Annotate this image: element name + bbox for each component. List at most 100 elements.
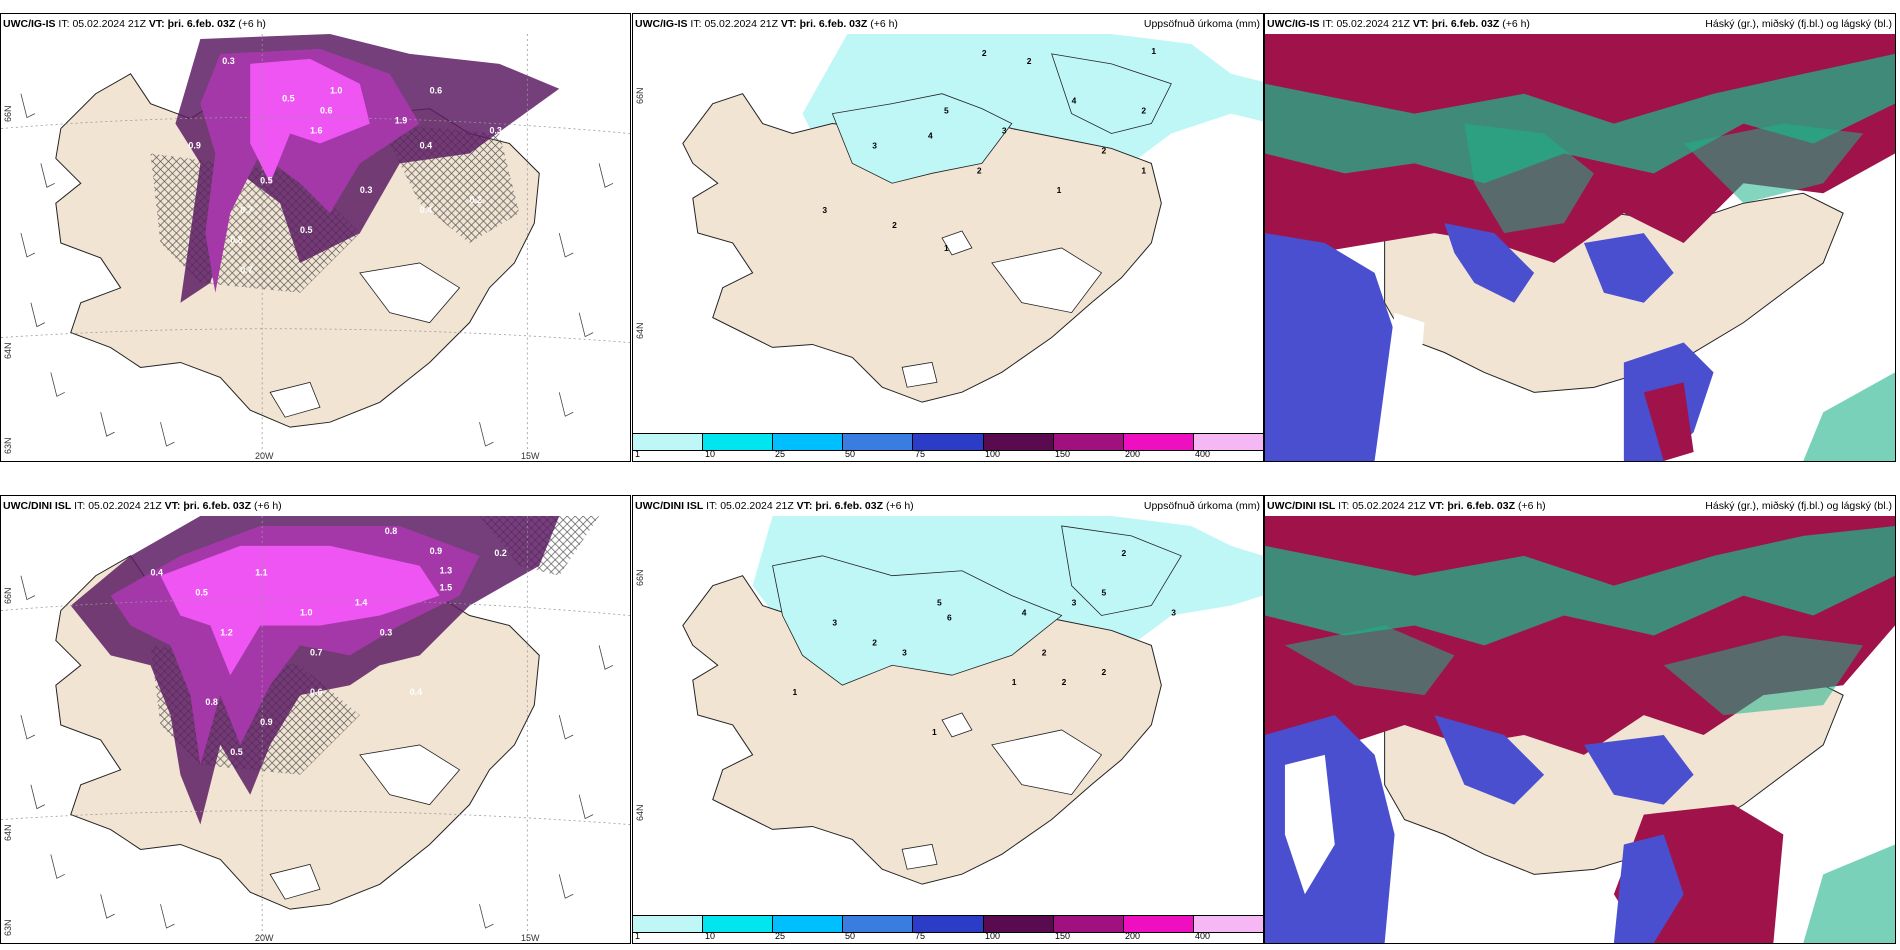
map-area[interactable]: 0.3 0.5 0.6 0.9 1.6 1.9 0.4 0.7 0.5 0.8 … [1, 34, 630, 461]
lead-time: (+6 h) [1517, 500, 1546, 512]
svg-text:0.8: 0.8 [385, 526, 397, 536]
lon-label: 15W [521, 933, 540, 943]
lat-label: 66N [3, 105, 13, 122]
legend-label: 150 [1055, 449, 1071, 459]
map-area[interactable] [1265, 34, 1895, 461]
map-title: Háský (gr.), miðský (fj.bl.) og lágský (… [1705, 500, 1892, 512]
it-value: 05.02.2024 21Z [88, 500, 162, 512]
legend-label: 200 [1125, 449, 1141, 459]
lat-label: 63N [3, 919, 13, 936]
lat-label: 64N [3, 342, 13, 359]
svg-text:2: 2 [1027, 56, 1032, 66]
svg-text:1: 1 [1057, 185, 1062, 195]
map-area[interactable]: 0.8 0.9 1.3 1.5 0.4 0.5 1.2 1.0 0.7 0.3 … [1, 516, 630, 943]
lat-label: 64N [635, 322, 645, 339]
svg-text:0.2: 0.2 [494, 548, 506, 558]
model-label: UWC/IG-IS [1267, 18, 1320, 30]
vt-value: þri. 6.feb. 03Z [1447, 500, 1516, 512]
legend-label: 75 [915, 931, 926, 941]
vt-value: þri. 6.feb. 03Z [799, 18, 868, 30]
map-panel-dini-precip: UWC/DINI ISL IT: 05.02.2024 21Z VT: þri.… [632, 495, 1264, 944]
lead-time: (+6 h) [238, 18, 266, 30]
map-title: Uppsöfnuð úrkoma (mm) [1143, 18, 1260, 30]
map-area[interactable] [1265, 516, 1895, 943]
wind-barbs [20, 575, 614, 929]
svg-text:0.7: 0.7 [240, 265, 252, 275]
model-label: UWC/DINI ISL [635, 500, 704, 512]
svg-text:4: 4 [1072, 96, 1077, 106]
svg-text:4: 4 [1022, 608, 1027, 618]
svg-text:0.3: 0.3 [222, 56, 234, 66]
legend-label: 400 [1195, 449, 1211, 459]
svg-text:0.7: 0.7 [240, 205, 252, 215]
legend-label: 150 [1055, 931, 1071, 941]
svg-text:5: 5 [1102, 588, 1107, 598]
legend-label: 1 [635, 449, 641, 459]
lead-time: (+6 h) [870, 18, 898, 30]
legend-label: 10 [705, 449, 716, 459]
svg-text:0.9: 0.9 [260, 717, 272, 727]
lon-label: 15W [521, 451, 540, 461]
svg-text:3: 3 [1002, 126, 1007, 136]
svg-text:0.8: 0.8 [205, 697, 217, 707]
vt-value: þri. 6.feb. 03Z [815, 500, 884, 512]
svg-text:1.9: 1.9 [395, 116, 407, 126]
map-panel-igis-precip: UWC/IG-IS IT: 05.02.2024 21Z VT: þri. 6.… [632, 13, 1264, 462]
svg-text:1.6: 1.6 [310, 126, 322, 136]
map-title: Uppsöfnuð úrkoma (mm) [1143, 500, 1260, 512]
legend-label: 75 [915, 449, 926, 459]
it-label: IT: [706, 500, 718, 512]
svg-text:1: 1 [1151, 46, 1156, 56]
lead-time: (+6 h) [253, 500, 282, 512]
it-label: IT: [690, 18, 702, 30]
lat-label: 63N [3, 437, 13, 454]
svg-text:3: 3 [822, 205, 827, 215]
precip-map: 2 2 1 3 4 5 2 3 4 2 1 1 2 3 1 2 [633, 34, 1263, 433]
svg-text:5: 5 [937, 598, 942, 608]
svg-text:1: 1 [1141, 165, 1146, 175]
legend-label: 1 [635, 931, 641, 941]
svg-text:1.0: 1.0 [330, 86, 342, 96]
svg-text:2: 2 [1042, 647, 1047, 657]
lon-label: 20W [255, 933, 274, 943]
svg-text:2: 2 [977, 165, 982, 175]
vt-label: VT: [1412, 18, 1429, 30]
svg-text:1.4: 1.4 [355, 598, 367, 608]
svg-text:0.4: 0.4 [410, 687, 422, 697]
svg-text:2: 2 [982, 48, 987, 58]
svg-text:0.3: 0.3 [489, 126, 501, 136]
svg-text:0.7: 0.7 [310, 647, 322, 657]
lead-time: (+6 h) [885, 500, 914, 512]
svg-text:3: 3 [832, 617, 837, 627]
vt-label: VT: [148, 18, 165, 30]
map-panel-igis-clouds: UWC/IG-IS IT: 05.02.2024 21Z VT: þri. 6.… [1264, 13, 1896, 462]
legend-label: 200 [1125, 931, 1141, 941]
map-area[interactable]: 2 3 5 6 4 3 2 1 5 3 2 1 2 3 1 2 66N 64N [633, 516, 1263, 915]
lead-time: (+6 h) [1502, 18, 1530, 30]
legend-label: 100 [985, 931, 1001, 941]
snow-map: 0.8 0.9 1.3 1.5 0.4 0.5 1.2 1.0 0.7 0.3 … [1, 516, 630, 943]
svg-text:3: 3 [902, 647, 907, 657]
vt-label: VT: [780, 18, 797, 30]
it-value: 05.02.2024 21Z [720, 500, 794, 512]
map-area[interactable]: 2 2 1 3 4 5 2 3 4 2 1 1 2 3 1 2 66N 64N [633, 34, 1263, 433]
lat-label: 66N [635, 87, 645, 104]
precip-legend: 1 10 25 50 75 100 150 200 400 [633, 433, 1263, 461]
lat-label: 66N [635, 569, 645, 586]
precip-legend: 1 10 25 50 75 100 150 200 400 [633, 915, 1263, 943]
svg-text:1.3: 1.3 [440, 566, 452, 576]
lat-label: 64N [635, 804, 645, 821]
svg-text:0.9: 0.9 [430, 546, 442, 556]
it-value: 05.02.2024 21Z [704, 18, 778, 30]
svg-text:0.2: 0.2 [470, 195, 482, 205]
lat-label: 66N [3, 587, 13, 604]
svg-text:2: 2 [1141, 106, 1146, 116]
model-label: UWC/IG-IS [635, 18, 688, 30]
it-label: IT: [74, 500, 86, 512]
svg-text:0.5: 0.5 [282, 94, 294, 104]
svg-text:0.4: 0.4 [151, 568, 163, 578]
map-panel-dini-snow: UWC/DINI ISL IT: 05.02.2024 21Z VT: þri.… [0, 495, 631, 944]
svg-text:0.6: 0.6 [320, 106, 332, 116]
vt-value: þri. 6.feb. 03Z [167, 18, 236, 30]
svg-text:1: 1 [944, 243, 949, 253]
